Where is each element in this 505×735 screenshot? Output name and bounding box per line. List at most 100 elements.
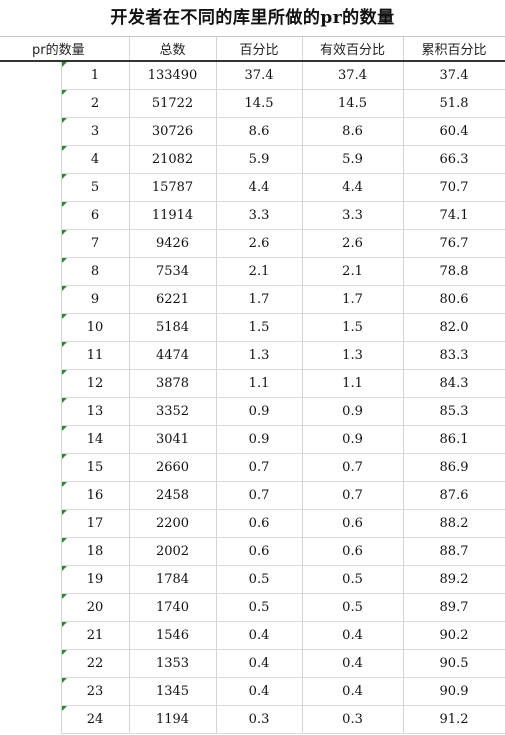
cell-percent[interactable]: 0.5 <box>216 565 303 594</box>
cell-pr-count[interactable]: 12 <box>61 369 130 398</box>
cell-percent[interactable]: 0.7 <box>216 481 303 510</box>
cell-percent[interactable]: 0.4 <box>216 677 303 706</box>
cell-cumulative-percent[interactable]: 82.0 <box>403 313 505 342</box>
cell-percent[interactable]: 1.1 <box>216 369 303 398</box>
cell-percent[interactable]: 0.5 <box>216 593 303 622</box>
column-header-pr-count[interactable]: pr的数量 <box>0 37 130 62</box>
cell-total[interactable]: 1784 <box>129 565 217 594</box>
cell-total[interactable]: 6221 <box>129 285 217 314</box>
cell-valid-percent[interactable]: 1.1 <box>302 369 404 398</box>
cell-pr-count[interactable]: 16 <box>61 481 130 510</box>
cell-cumulative-percent[interactable]: 51.8 <box>403 89 505 118</box>
cell-percent[interactable]: 37.4 <box>216 61 303 90</box>
cell-percent[interactable]: 2.6 <box>216 229 303 258</box>
cell-pr-count[interactable]: 13 <box>61 397 130 426</box>
cell-pr-count[interactable]: 8 <box>61 257 130 286</box>
cell-pr-count[interactable]: 4 <box>61 145 130 174</box>
cell-percent[interactable]: 0.7 <box>216 453 303 482</box>
cell-cumulative-percent[interactable]: 87.6 <box>403 481 505 510</box>
cell-pr-count[interactable]: 21 <box>61 621 130 650</box>
cell-valid-percent[interactable]: 0.3 <box>302 705 404 734</box>
cell-cumulative-percent[interactable]: 83.3 <box>403 341 505 370</box>
cell-cumulative-percent[interactable]: 84.3 <box>403 369 505 398</box>
cell-total[interactable]: 3352 <box>129 397 217 426</box>
cell-cumulative-percent[interactable]: 66.3 <box>403 145 505 174</box>
cell-valid-percent[interactable]: 0.4 <box>302 621 404 650</box>
cell-pr-count[interactable]: 18 <box>61 537 130 566</box>
cell-cumulative-percent[interactable]: 85.3 <box>403 397 505 426</box>
cell-percent[interactable]: 4.4 <box>216 173 303 202</box>
cell-valid-percent[interactable]: 0.4 <box>302 649 404 678</box>
cell-total[interactable]: 9426 <box>129 229 217 258</box>
cell-valid-percent[interactable]: 1.7 <box>302 285 404 314</box>
cell-cumulative-percent[interactable]: 60.4 <box>403 117 505 146</box>
column-header-valid-percent[interactable]: 有效百分比 <box>302 37 404 62</box>
cell-pr-count[interactable]: 23 <box>61 677 130 706</box>
cell-total[interactable]: 1546 <box>129 621 217 650</box>
cell-pr-count[interactable]: 24 <box>61 705 130 734</box>
cell-cumulative-percent[interactable]: 70.7 <box>403 173 505 202</box>
cell-pr-count[interactable]: 7 <box>61 229 130 258</box>
cell-total[interactable]: 21082 <box>129 145 217 174</box>
cell-valid-percent[interactable]: 0.5 <box>302 565 404 594</box>
cell-pr-count[interactable]: 10 <box>61 313 130 342</box>
cell-valid-percent[interactable]: 0.7 <box>302 481 404 510</box>
cell-valid-percent[interactable]: 8.6 <box>302 117 404 146</box>
cell-percent[interactable]: 0.4 <box>216 621 303 650</box>
cell-valid-percent[interactable]: 0.9 <box>302 425 404 454</box>
cell-percent[interactable]: 8.6 <box>216 117 303 146</box>
cell-pr-count[interactable]: 19 <box>61 565 130 594</box>
cell-pr-count[interactable]: 6 <box>61 201 130 230</box>
cell-cumulative-percent[interactable]: 90.5 <box>403 649 505 678</box>
cell-cumulative-percent[interactable]: 90.9 <box>403 677 505 706</box>
cell-valid-percent[interactable]: 4.4 <box>302 173 404 202</box>
cell-cumulative-percent[interactable]: 37.4 <box>403 61 505 90</box>
cell-total[interactable]: 2002 <box>129 537 217 566</box>
cell-total[interactable]: 15787 <box>129 173 217 202</box>
cell-cumulative-percent[interactable]: 74.1 <box>403 201 505 230</box>
cell-cumulative-percent[interactable]: 89.7 <box>403 593 505 622</box>
cell-cumulative-percent[interactable]: 76.7 <box>403 229 505 258</box>
cell-valid-percent[interactable]: 1.3 <box>302 341 404 370</box>
cell-total[interactable]: 1353 <box>129 649 217 678</box>
cell-pr-count[interactable]: 1 <box>61 61 130 90</box>
cell-total[interactable]: 51722 <box>129 89 217 118</box>
cell-valid-percent[interactable]: 3.3 <box>302 201 404 230</box>
cell-valid-percent[interactable]: 2.1 <box>302 257 404 286</box>
cell-cumulative-percent[interactable]: 80.6 <box>403 285 505 314</box>
cell-total[interactable]: 7534 <box>129 257 217 286</box>
cell-pr-count[interactable]: 11 <box>61 341 130 370</box>
cell-pr-count[interactable]: 20 <box>61 593 130 622</box>
cell-valid-percent[interactable]: 14.5 <box>302 89 404 118</box>
cell-total[interactable]: 30726 <box>129 117 217 146</box>
cell-total[interactable]: 2458 <box>129 481 217 510</box>
cell-valid-percent[interactable]: 0.9 <box>302 397 404 426</box>
cell-pr-count[interactable]: 17 <box>61 509 130 538</box>
cell-valid-percent[interactable]: 2.6 <box>302 229 404 258</box>
cell-total[interactable]: 3878 <box>129 369 217 398</box>
cell-percent[interactable]: 2.1 <box>216 257 303 286</box>
cell-pr-count[interactable]: 14 <box>61 425 130 454</box>
cell-pr-count[interactable]: 2 <box>61 89 130 118</box>
cell-valid-percent[interactable]: 0.7 <box>302 453 404 482</box>
cell-total[interactable]: 2200 <box>129 509 217 538</box>
cell-valid-percent[interactable]: 0.6 <box>302 509 404 538</box>
cell-percent[interactable]: 0.9 <box>216 397 303 426</box>
cell-percent[interactable]: 1.3 <box>216 341 303 370</box>
cell-percent[interactable]: 0.3 <box>216 705 303 734</box>
cell-total[interactable]: 5184 <box>129 313 217 342</box>
cell-total[interactable]: 133490 <box>129 61 217 90</box>
cell-valid-percent[interactable]: 0.5 <box>302 593 404 622</box>
cell-cumulative-percent[interactable]: 89.2 <box>403 565 505 594</box>
cell-valid-percent[interactable]: 0.6 <box>302 537 404 566</box>
cell-cumulative-percent[interactable]: 86.9 <box>403 453 505 482</box>
cell-cumulative-percent[interactable]: 86.1 <box>403 425 505 454</box>
column-header-percent[interactable]: 百分比 <box>216 37 303 62</box>
cell-pr-count[interactable]: 5 <box>61 173 130 202</box>
cell-pr-count[interactable]: 22 <box>61 649 130 678</box>
column-header-cumulative-percent[interactable]: 累积百分比 <box>403 37 505 62</box>
cell-valid-percent[interactable]: 0.4 <box>302 677 404 706</box>
cell-pr-count[interactable]: 3 <box>61 117 130 146</box>
cell-total[interactable]: 4474 <box>129 341 217 370</box>
cell-percent[interactable]: 5.9 <box>216 145 303 174</box>
